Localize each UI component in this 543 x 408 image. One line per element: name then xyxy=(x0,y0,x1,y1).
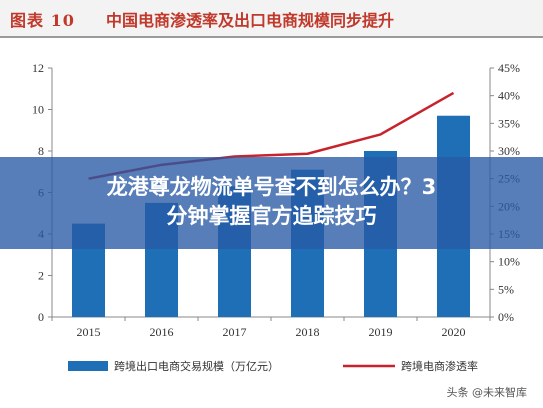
figure-label: 图表 10 xyxy=(10,11,75,30)
x-tick-label: 2019 xyxy=(369,325,393,339)
x-tick-label: 2018 xyxy=(296,325,320,339)
x-tick-label: 2020 xyxy=(442,325,466,339)
figure-header: 图表 10 中国电商渗透率及出口电商规模同步提升 xyxy=(0,0,543,38)
y-left-tick-label: 8 xyxy=(38,144,44,158)
legend-label-line: 跨境电商渗透率 xyxy=(401,359,478,373)
y-right-tick-label: 0% xyxy=(498,310,514,324)
legend-label-bar: 跨境出口电商交易规模（万亿元） xyxy=(114,359,279,373)
x-tick-label: 2017 xyxy=(223,325,247,339)
y-left-tick-label: 2 xyxy=(38,269,44,283)
title-banner: 龙港尊龙物流单号查不到怎么办？3 分钟掌握官方追踪技巧 xyxy=(0,157,543,249)
banner-headline: 龙港尊龙物流单号查不到怎么办？3 分钟掌握官方追踪技巧 xyxy=(0,173,543,231)
y-right-tick-label: 45% xyxy=(498,61,520,75)
y-right-tick-label: 5% xyxy=(498,282,514,296)
y-left-tick-label: 12 xyxy=(32,61,44,75)
legend-swatch-bar xyxy=(68,361,108,371)
x-tick-label: 2016 xyxy=(150,325,174,339)
chart-title: 中国电商渗透率及出口电商规模同步提升 xyxy=(106,11,395,30)
source-watermark: 头条 @未来智库 xyxy=(446,386,528,399)
y-left-tick-label: 10 xyxy=(32,103,44,117)
banner-line-2: 分钟掌握官方追踪技巧 xyxy=(166,204,377,228)
banner-line-1: 龙港尊龙物流单号查不到怎么办？3 xyxy=(106,175,437,199)
y-right-tick-label: 40% xyxy=(498,89,520,103)
x-tick-label: 2015 xyxy=(77,325,101,339)
y-right-tick-label: 10% xyxy=(498,255,520,269)
y-right-tick-label: 35% xyxy=(498,116,520,130)
y-right-tick-label: 30% xyxy=(498,144,520,158)
y-left-tick-label: 0 xyxy=(38,310,44,324)
